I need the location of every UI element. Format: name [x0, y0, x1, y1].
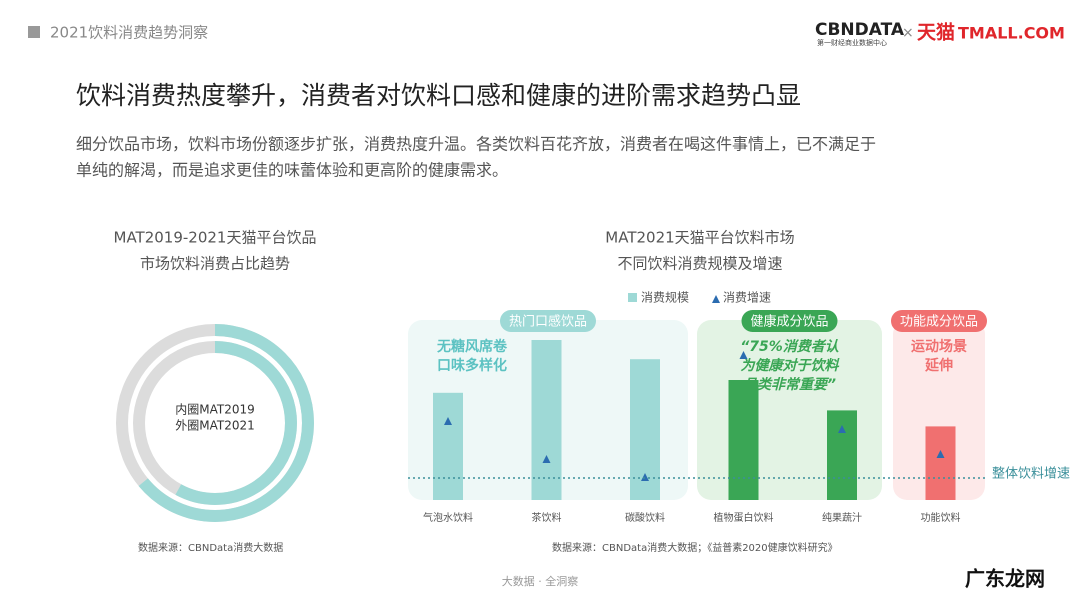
group-pill: [500, 310, 596, 332]
group-pill: [741, 310, 838, 332]
legend-label: 消费增速: [723, 291, 771, 305]
partner: 天猫: [917, 21, 955, 44]
annotation: “75%消费者认: [740, 338, 839, 355]
slide-title: 饮料消费热度攀升，消费者对饮料口感和健康的进阶需求趋势凸显: [76, 81, 801, 110]
ring-arc: [133, 341, 297, 505]
ring-label: 外圈MAT2021: [175, 419, 255, 433]
bar: [827, 410, 857, 500]
intro-line: 细分饮品市场，饮料市场份额逐步扩张，消费热度升温。各类饮料百花齐放，消费者在喝这…: [76, 135, 876, 154]
annotation: 运动场景: [911, 338, 967, 355]
annotation: 延伸: [924, 357, 953, 374]
logo-sub: 第一财经商业数据中心: [817, 38, 887, 47]
x-tick-label: 气泡水饮料: [423, 511, 473, 524]
growth-marker: [444, 417, 452, 425]
annotation: 为健康对于饮料: [741, 357, 841, 374]
reference-label: 整体饮料增速: [992, 467, 1070, 482]
watermark: 广东龙网: [965, 567, 1045, 591]
bar: [925, 426, 956, 500]
footer: 大数据 · 全洞察: [502, 574, 579, 588]
annotation: 品类非常重要”: [743, 376, 836, 393]
ring-arc: [116, 324, 314, 522]
ring-label: 内圈MAT2019: [175, 403, 255, 417]
group-label: 功能成分饮品: [900, 315, 978, 330]
growth-marker: [739, 351, 748, 359]
x-tick-label: 茶饮料: [532, 511, 562, 524]
group-label: 健康成分饮品: [750, 314, 828, 330]
bar: [728, 380, 759, 500]
source: 数据来源：CBNData消费大数据；《益普素2020健康饮料研究》: [552, 541, 838, 554]
growth-marker: [936, 450, 945, 458]
growth-marker: [641, 473, 649, 481]
logo: CBNDATA: [815, 20, 905, 40]
chart-title: MAT2021天猫平台饮料市场: [605, 229, 794, 247]
intro-line: 单纯的解渴，而是追求更佳的味蕾体验和更高阶的健康需求。: [76, 161, 508, 180]
growth-marker: [542, 455, 551, 463]
x-tick-label: 植物蛋白饮料: [714, 511, 774, 524]
annotation: 无糖风席卷: [436, 338, 508, 355]
legend-label: 消费规模: [641, 290, 689, 305]
annotation: 口味多样化: [437, 357, 507, 374]
x-tick-label: 碳酸饮料: [625, 511, 665, 524]
group-label: 热门口感饮品: [509, 314, 587, 330]
bar: [531, 340, 562, 500]
group-panel: [893, 320, 985, 500]
legend-swatch: [628, 293, 637, 302]
chart-title: MAT2019-2021天猫平台饮品: [114, 229, 317, 247]
bar: [433, 392, 463, 500]
chart-title: 市场饮料消费占比趋势: [140, 255, 290, 273]
section-icon: [28, 26, 40, 38]
partner-en: TMALL.COM: [958, 24, 1065, 43]
times: ×: [902, 25, 914, 41]
growth-marker: [838, 425, 846, 433]
x-tick-label: 功能饮料: [921, 511, 961, 524]
legend-swatch: [712, 295, 720, 303]
x-tick-label: 纯果蔬汁: [822, 511, 862, 524]
source: 数据来源：CBNData消费大数据: [138, 541, 283, 554]
group-pill: [891, 310, 987, 332]
section-title: 2021饮料消费趋势洞察: [50, 24, 208, 42]
chart-title: 不同饮料消费规模及增速: [617, 255, 782, 273]
